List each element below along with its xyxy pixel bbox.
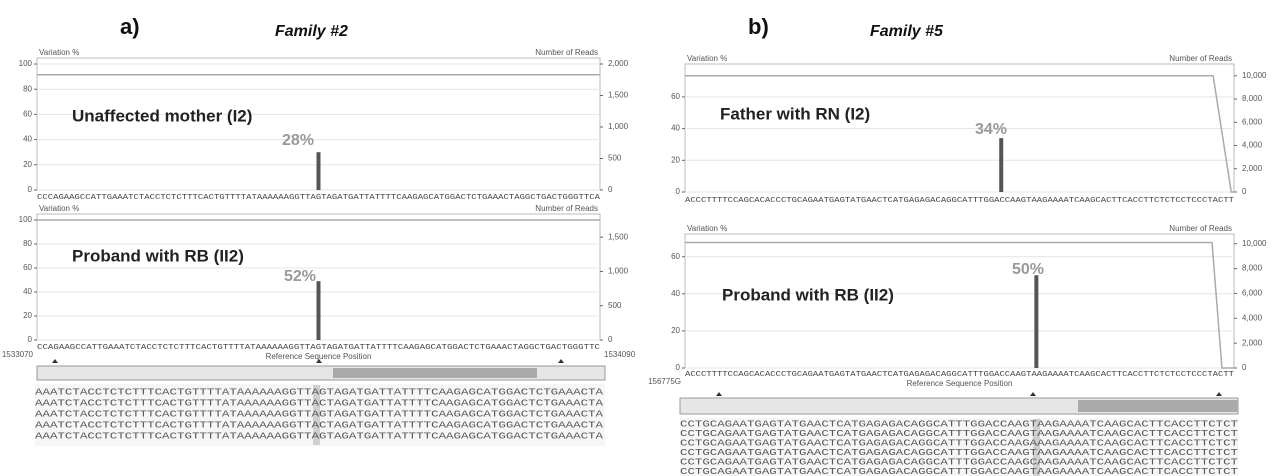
y2-axis-label: Number of Reads (1169, 224, 1232, 233)
y2-tick-label: 500 (608, 154, 622, 163)
position-label: 1533070 (2, 350, 34, 359)
coverage-line (685, 242, 1234, 368)
aligned-read: CCTGCAGAATGAGTATGAACTCATGAGAGACAGGCATTTG… (680, 457, 1239, 467)
aligned-read: AAATCTACCTCTCTTTCACTGTTTTATAAAAAAGGTTAGT… (35, 409, 604, 419)
page: {"panels":[{"label":"a)","family":"Famil… (0, 0, 1274, 476)
y2-tick-label: 8,000 (1242, 94, 1263, 103)
y2-tick-label: 0 (608, 185, 613, 194)
plot-frame (685, 64, 1234, 192)
y-tick-label: 60 (671, 252, 680, 261)
y2-tick-label: 2,000 (1242, 164, 1263, 173)
y2-tick-label: 0 (1242, 363, 1247, 372)
coverage-track-segment (333, 368, 537, 378)
y2-tick-label: 2,000 (608, 59, 629, 68)
aligned-read: AAATCTACCTCTCTTTCACTGTTTTATAAAAAAGGTTACT… (35, 398, 604, 408)
x-axis-label: Reference Sequence Position (907, 379, 1013, 388)
y-tick-label: 40 (23, 287, 32, 296)
y2-tick-label: 1,500 (608, 232, 629, 241)
y2-tick-label: 10,000 (1242, 239, 1267, 248)
y-tick-label: 20 (23, 160, 32, 169)
y2-tick-label: 4,000 (1242, 313, 1263, 322)
chart-title: Unaffected mother (I2) (72, 106, 252, 125)
aligned-read: CCTGCAGAATGAGTATGAACTCATGAGAGACAGGCATTTG… (680, 467, 1239, 476)
y-tick-label: 0 (28, 185, 33, 194)
y2-tick-label: 0 (608, 335, 613, 344)
sequence: ACCCTTTTCCAGCACACCCTGCAGAATGAGTATGAACTCA… (685, 197, 1234, 205)
sequence: CCCAGAAGCCATTGAAATCTACCTCTCTTTCACTGTTTTA… (37, 194, 601, 202)
y-tick-label: 40 (23, 135, 32, 144)
y2-axis-label: Number of Reads (1169, 54, 1232, 63)
y2-tick-label: 8,000 (1242, 264, 1263, 273)
y2-axis-label: Number of Reads (535, 48, 598, 57)
annotation: 28% (282, 132, 314, 149)
y2-tick-label: 0 (1242, 187, 1247, 196)
marker (716, 392, 1222, 396)
panel-label: a) (120, 14, 140, 39)
y-tick-label: 40 (671, 289, 680, 298)
y-tick-label: 80 (23, 84, 32, 93)
bar (317, 281, 321, 340)
family-label: Family #2 (275, 23, 348, 40)
y-tick-label: 60 (23, 110, 32, 119)
position-label: 156775G (648, 377, 681, 386)
y-axis-label: Variation % (39, 48, 79, 57)
figure: a) Family #2 b) Family #5 Variation % Num… (0, 0, 1274, 476)
bar (1034, 275, 1038, 368)
y2-tick-label: 2,000 (1242, 338, 1263, 347)
x-axis-label: Reference Sequence Position (266, 352, 372, 361)
chart-title: Father with RN (I2) (720, 104, 870, 123)
aligned-read: AAATCTACCTCTCTTTCACTGTTTTATAAAAAAGGTTACT… (35, 420, 604, 430)
annotation: 52% (284, 268, 316, 285)
panel-label: b) (748, 14, 769, 39)
y-tick-label: 0 (28, 335, 33, 344)
aligned-read: AAATCTACCTCTCTTTCACTGTTTTATAAAAAAGGTTAGT… (35, 387, 604, 397)
annotation: 50% (1012, 261, 1044, 278)
y-tick-label: 20 (671, 155, 680, 164)
y2-tick-label: 4,000 (1242, 141, 1263, 150)
y2-axis-label: Number of Reads (535, 204, 598, 213)
y-tick-label: 20 (23, 311, 32, 320)
y-tick-label: 20 (671, 326, 680, 335)
y2-tick-label: 1,500 (608, 91, 629, 100)
y-tick-label: 60 (23, 263, 32, 272)
y-tick-label: 0 (676, 363, 681, 372)
y-axis-label: Variation % (39, 204, 79, 213)
sequence: ACCCTTTTCCAGCACACCCTGCAGAATGAGTATGAACTCA… (685, 371, 1234, 379)
aligned-read: AAATCTACCTCTCTTTCACTGTTTTATAAAAAAGGTTAGT… (35, 431, 604, 441)
bar (317, 152, 321, 190)
annotation: 34% (975, 121, 1007, 138)
y-tick-label: 60 (671, 92, 680, 101)
family-label: Family #5 (870, 23, 944, 40)
sequence: CCAGAAGCCATTGAAATCTACCTCTCTTTCACTGTTTTAT… (37, 344, 600, 352)
chart-title: Proband with RB (II2) (72, 246, 244, 265)
coverage-track-segment (1078, 400, 1238, 412)
y-axis-label: Variation % (687, 224, 727, 233)
bar (999, 138, 1003, 192)
y-tick-label: 100 (19, 59, 33, 68)
y2-tick-label: 10,000 (1242, 71, 1267, 80)
aligned-read: CCTGCAGAATGAGTATGAACTCATGAGAGACAGGCATTTG… (680, 438, 1239, 448)
coverage-line (685, 76, 1234, 192)
y2-tick-label: 1,000 (608, 267, 629, 276)
y2-tick-label: 1,000 (608, 122, 629, 131)
y-tick-label: 80 (23, 239, 32, 248)
y-axis-label: Variation % (687, 54, 727, 63)
position-label: 1534090 (604, 350, 636, 359)
aligned-read: CCTGCAGAATGAGTATGAACTCATGAGAGACAGGCATTTG… (680, 419, 1239, 429)
y2-tick-label: 6,000 (1242, 289, 1263, 298)
y-tick-label: 100 (19, 215, 33, 224)
y2-tick-label: 500 (608, 301, 622, 310)
aligned-read: CCTGCAGAATGAGTATGAACTCATGAGAGACAGGCATTTG… (680, 429, 1239, 439)
chart-title: Proband with RB (II2) (722, 285, 894, 304)
y-tick-label: 40 (671, 124, 680, 133)
aligned-read: CCTGCAGAATGAGTATGAACTCATGAGAGACAGGCATTTG… (680, 448, 1239, 458)
y-tick-label: 0 (676, 187, 681, 196)
y2-tick-label: 6,000 (1242, 117, 1263, 126)
